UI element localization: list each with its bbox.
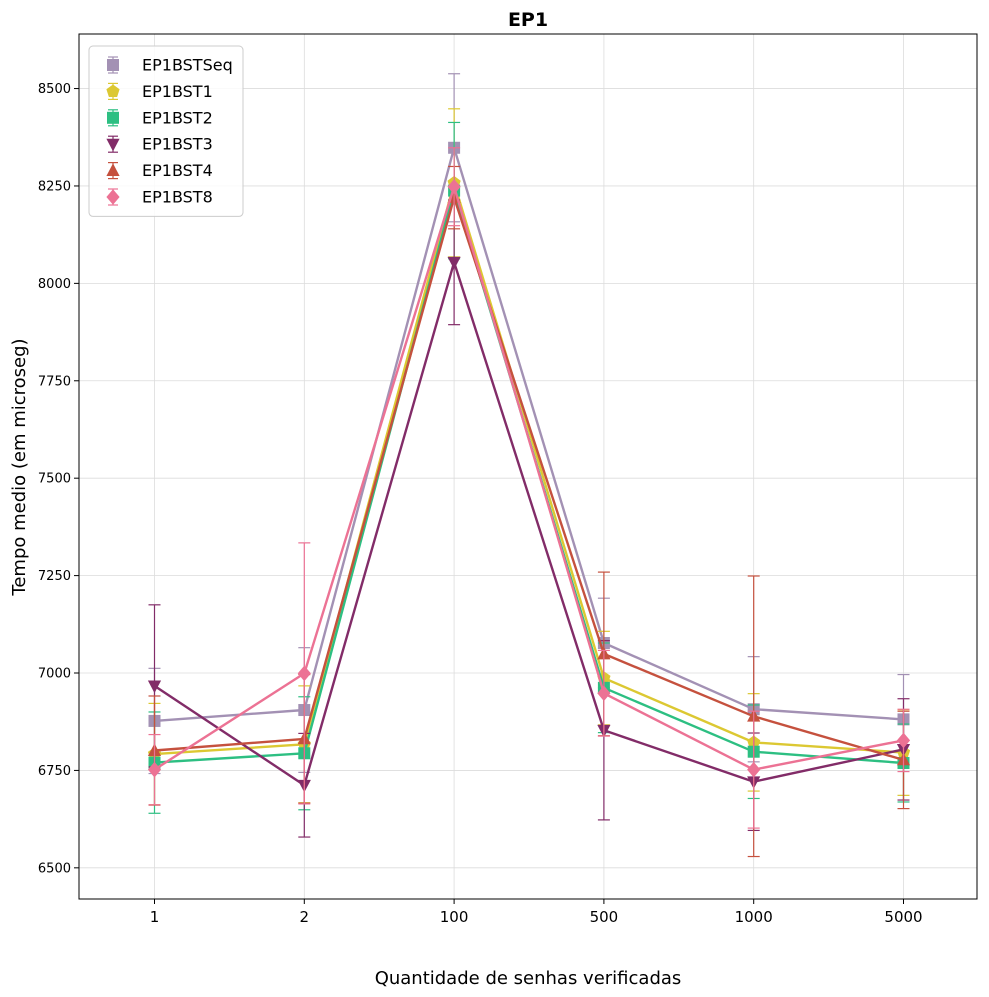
legend-marker: [106, 189, 120, 205]
legend-marker: [107, 59, 119, 71]
plot-frame: [78, 33, 978, 900]
series-line: [153, 261, 904, 787]
legend-item: EP1BST8: [106, 188, 213, 207]
legend-item: EP1BST2: [107, 108, 213, 127]
legend-marker: [106, 163, 120, 176]
y-axis-label: Tempo medio (em microseg): [9, 338, 30, 596]
y-tick-label: 7750: [38, 374, 71, 389]
legend-label: EP1BST1: [142, 82, 213, 101]
data-point: [447, 256, 461, 270]
series-line: [153, 185, 904, 771]
x-axis-label: Quantidade de senhas verificadas: [375, 968, 682, 989]
series-EP1BST2: [148, 121, 910, 814]
legend-item: EP1BST3: [106, 135, 213, 154]
legend-item: EP1BST1: [106, 82, 213, 101]
legend-label: EP1BST3: [142, 135, 213, 154]
x-axis: 1 2 100 500 1000 5000: [150, 899, 923, 926]
data-point: [147, 680, 162, 694]
x-tick-label: 5000: [884, 908, 922, 926]
x-tick-label: 2: [300, 908, 310, 926]
chart-title: EP1: [508, 9, 548, 31]
x-tick-label: 100: [440, 908, 469, 926]
x-tick-label: 500: [590, 908, 619, 926]
legend-marker: [106, 138, 120, 152]
legend-label: EP1BST8: [142, 188, 213, 207]
legend-label: EP1BST4: [142, 161, 213, 180]
series-line: [154, 196, 904, 762]
legend-box: [88, 45, 244, 217]
data-point: [147, 761, 162, 778]
data-point: [597, 685, 611, 702]
legend-item: EP1BST4: [106, 161, 213, 180]
legend-label: EP1BSTSeq: [142, 56, 233, 75]
series-line: [154, 146, 904, 723]
y-tick-label: 7500: [38, 472, 71, 487]
series-layer: [147, 73, 911, 858]
series-line: [154, 189, 904, 765]
series-EP1BST8: [147, 147, 911, 829]
y-tick-label: 7000: [38, 667, 71, 682]
data-point: [447, 178, 461, 195]
series-line: [154, 181, 904, 756]
y-tick-label: 8250: [38, 179, 71, 194]
y-axis: 6500 6750 7000 7250 7500 7750 8000 8250 8500: [38, 82, 79, 876]
y-tick-label: 6750: [38, 764, 71, 779]
data-point: [896, 732, 911, 749]
legend-marker: [107, 111, 119, 124]
series-EP1BST4: [147, 165, 911, 858]
x-tick-label: 1000: [735, 908, 773, 926]
data-point: [297, 665, 311, 682]
legend-label: EP1BST2: [142, 108, 213, 127]
data-point: [747, 761, 761, 778]
legend: EP1BSTSeq EP1BST1 EP1BST2 EP1BST3 EP1BST4 EP1…: [88, 45, 244, 217]
y-tick-label: 8500: [38, 82, 71, 97]
y-tick-label: 6500: [38, 861, 71, 876]
x-tick-label: 1: [150, 908, 160, 926]
legend-marker: [106, 84, 120, 97]
y-tick-label: 7250: [38, 569, 71, 584]
y-tick-label: 8000: [38, 277, 71, 292]
legend-item: EP1BSTSeq: [107, 56, 233, 75]
